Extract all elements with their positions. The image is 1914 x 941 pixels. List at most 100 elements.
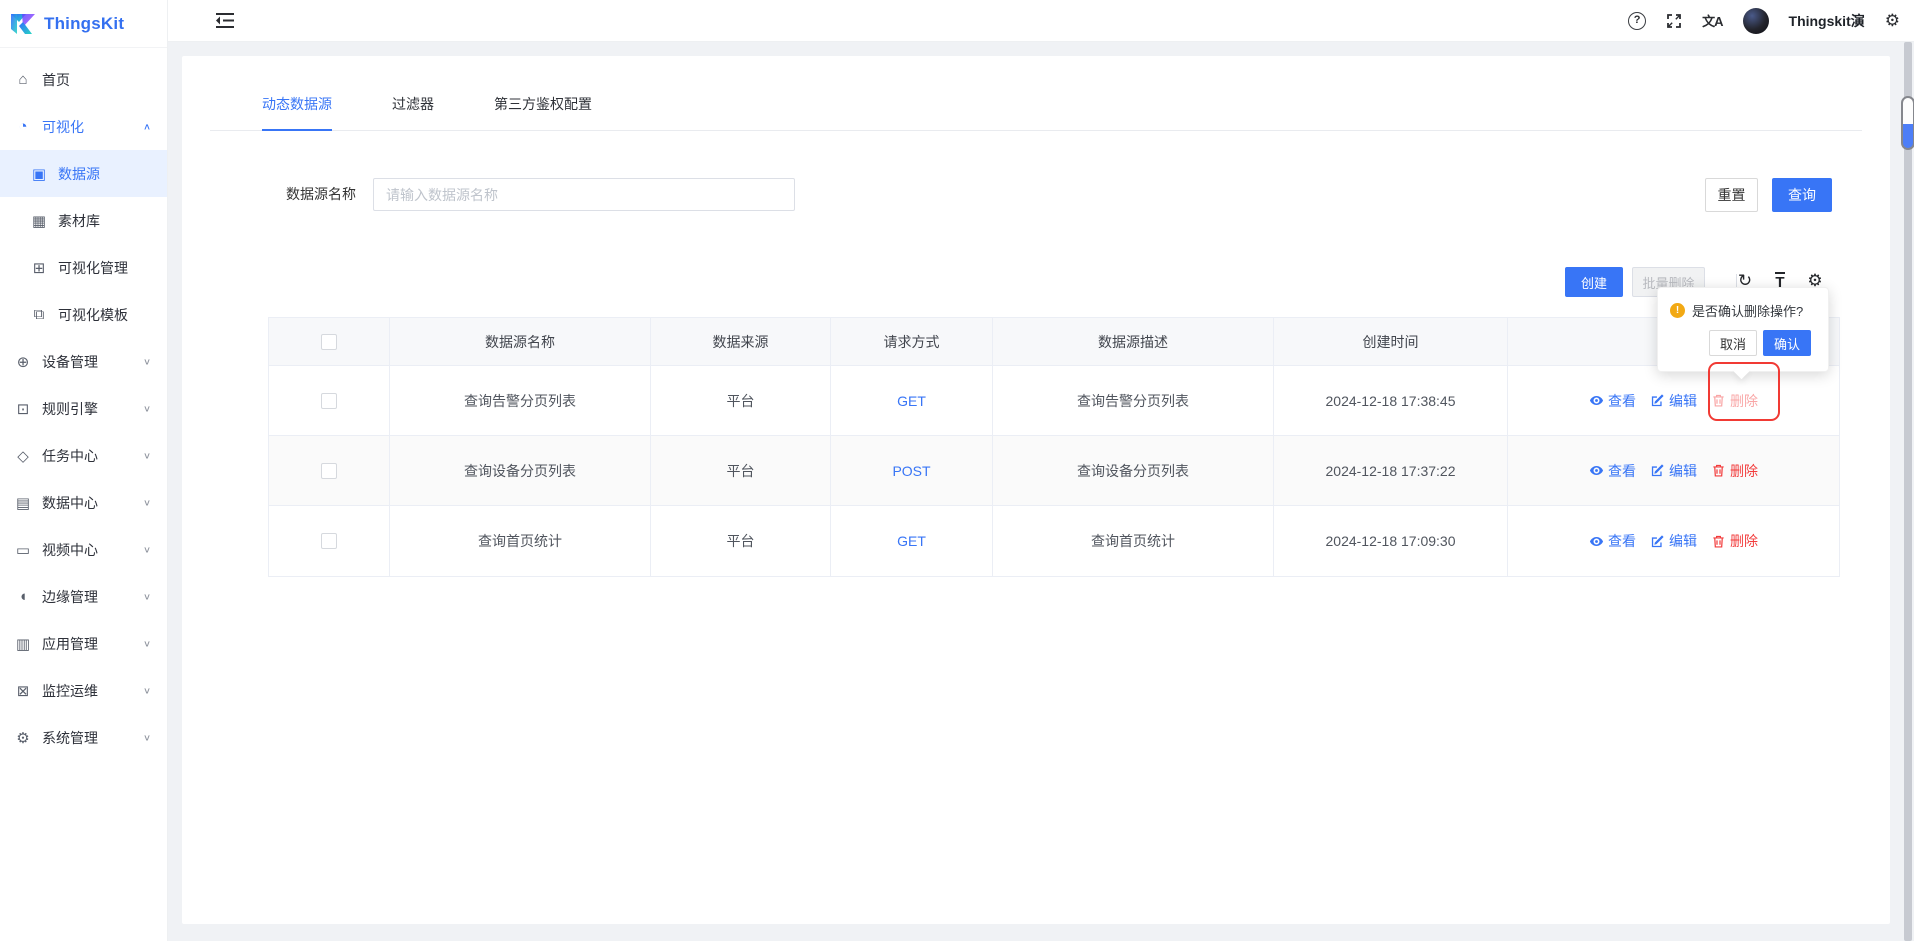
page-scrollbar-track[interactable] bbox=[1901, 42, 1914, 941]
sidebar-item-icon: ◖ bbox=[18, 588, 28, 605]
trash-icon bbox=[1711, 534, 1726, 549]
chevron-icon: ∧ bbox=[142, 122, 151, 132]
avatar[interactable] bbox=[1742, 7, 1769, 34]
sidebar-item[interactable]: ◇ 任务中心 ∨ bbox=[0, 432, 167, 479]
gear-icon[interactable]: ⚙ bbox=[1884, 11, 1900, 30]
sidebar-item-label: 视频中心 bbox=[42, 541, 98, 558]
sidebar-item[interactable]: ◔ 可视化 ∧ bbox=[0, 103, 167, 150]
chevron-icon: ∨ bbox=[142, 498, 151, 508]
trash-icon bbox=[1711, 463, 1726, 478]
column-header: 数据源名称 bbox=[390, 318, 651, 365]
confirm-button[interactable]: 确认 bbox=[1763, 330, 1812, 356]
app-logo[interactable]: ThingsKit bbox=[0, 0, 167, 48]
chevron-icon: ∨ bbox=[142, 357, 151, 367]
sidebar-item[interactable]: ▣ 数据源 bbox=[0, 150, 167, 197]
datasource-name-input[interactable] bbox=[373, 178, 795, 211]
row-checkbox-cell bbox=[269, 506, 390, 576]
view-link[interactable]: 查看 bbox=[1589, 531, 1636, 551]
select-all-checkbox[interactable] bbox=[321, 333, 337, 350]
translate-icon[interactable]: 文A bbox=[1702, 14, 1723, 29]
cell-datasource-name: 查询设备分页列表 bbox=[390, 436, 651, 505]
delete-link[interactable]: 删除 bbox=[1711, 531, 1758, 551]
tab[interactable]: 过滤器 bbox=[392, 96, 434, 112]
reset-button[interactable]: 重置 bbox=[1705, 178, 1758, 212]
username[interactable]: Thingskit演 bbox=[1788, 12, 1865, 29]
trash-icon bbox=[1711, 393, 1726, 408]
brand-name: ThingsKit bbox=[44, 13, 125, 33]
sidebar-item[interactable]: ▭ 视频中心 ∨ bbox=[0, 526, 167, 573]
cell-data-origin: 平台 bbox=[651, 436, 831, 505]
edit-icon bbox=[1650, 534, 1665, 549]
sidebar-item[interactable]: ⊕ 设备管理 ∨ bbox=[0, 338, 167, 385]
fullscreen-icon[interactable] bbox=[1666, 13, 1682, 29]
cell-request-method[interactable]: GET bbox=[831, 506, 993, 576]
create-button[interactable]: 创建 bbox=[1565, 267, 1623, 297]
cell-request-method[interactable]: GET bbox=[831, 366, 993, 435]
help-icon[interactable]: ? bbox=[1628, 11, 1647, 30]
view-link[interactable]: 查看 bbox=[1589, 391, 1636, 411]
cancel-button[interactable]: 取消 bbox=[1709, 330, 1758, 356]
sidebar-item-label: 可视化管理 bbox=[58, 259, 128, 276]
page-scrollbar-thumb[interactable] bbox=[1901, 96, 1914, 150]
sidebar-item-label: 可视化 bbox=[42, 118, 84, 135]
delete-link[interactable]: 删除 bbox=[1711, 461, 1758, 481]
topbar: ? 文A Thingskit演 ⚙ bbox=[168, 0, 1914, 42]
font-size-icon[interactable]: T bbox=[1775, 272, 1785, 291]
sidebar-item[interactable]: ▥ 应用管理 ∨ bbox=[0, 620, 167, 667]
refresh-icon[interactable]: ↻ bbox=[1737, 271, 1753, 290]
cell-actions: 查看 编辑 删除 bbox=[1508, 506, 1839, 576]
tab[interactable]: 第三方鉴权配置 bbox=[494, 96, 592, 112]
sidebar-item-label: 设备管理 bbox=[42, 353, 98, 370]
sidebar-item-icon: ⊕ bbox=[16, 353, 30, 371]
column-settings-icon[interactable]: ⚙ bbox=[1807, 271, 1823, 290]
chevron-icon: ∨ bbox=[142, 451, 151, 461]
sidebar-item-icon: ⌂ bbox=[18, 71, 28, 88]
row-checkbox[interactable] bbox=[321, 392, 337, 409]
cell-request-method[interactable]: POST bbox=[831, 436, 993, 505]
cell-description: 查询首页统计 bbox=[993, 506, 1274, 576]
row-checkbox[interactable] bbox=[321, 462, 337, 479]
table-row: 查询告警分页列表 平台 GET 查询告警分页列表 2024-12-18 17:3… bbox=[269, 366, 1839, 436]
warning-icon: ! bbox=[1670, 303, 1685, 318]
sidebar-item-label: 边缘管理 bbox=[42, 588, 98, 605]
delete-link[interactable]: 删除 bbox=[1711, 391, 1758, 411]
sidebar-item-icon: ▭ bbox=[15, 541, 31, 559]
chevron-icon: ∨ bbox=[142, 404, 151, 414]
cell-description: 查询告警分页列表 bbox=[993, 366, 1274, 435]
collapse-sidebar-icon[interactable] bbox=[216, 13, 234, 28]
sidebar-item[interactable]: ◖ 边缘管理 ∨ bbox=[0, 573, 167, 620]
edit-link[interactable]: 编辑 bbox=[1650, 531, 1697, 551]
sidebar-item[interactable]: ⚙ 系统管理 ∨ bbox=[0, 714, 167, 761]
datasource-table: 数据源名称 数据来源 请求方式 数据源描述 创建时间 查询告警分页列表 平台 G… bbox=[268, 317, 1840, 577]
sidebar-item-label: 可视化模板 bbox=[58, 306, 128, 323]
sidebar-item[interactable]: ▦ 素材库 bbox=[0, 197, 167, 244]
search-button[interactable]: 查询 bbox=[1772, 178, 1832, 212]
eye-icon bbox=[1589, 463, 1604, 478]
edit-icon bbox=[1650, 463, 1665, 478]
popconfirm-message: 是否确认删除操作? bbox=[1692, 304, 1804, 319]
sidebar-item[interactable]: ⧉ 可视化模板 bbox=[0, 291, 167, 338]
row-checkbox[interactable] bbox=[321, 533, 337, 549]
tab[interactable]: 动态数据源 bbox=[262, 94, 332, 131]
edit-link[interactable]: 编辑 bbox=[1650, 461, 1697, 481]
sidebar-item[interactable]: ⊞ 可视化管理 bbox=[0, 244, 167, 291]
sidebar-item[interactable]: ⊠ 监控运维 ∨ bbox=[0, 667, 167, 714]
cell-data-origin: 平台 bbox=[651, 506, 831, 576]
edit-icon bbox=[1650, 393, 1665, 408]
sidebar-item[interactable]: ⌂ 首页 bbox=[0, 56, 167, 103]
column-header: 数据来源 bbox=[651, 318, 831, 365]
sidebar-item[interactable]: ▤ 数据中心 ∨ bbox=[0, 479, 167, 526]
view-link[interactable]: 查看 bbox=[1589, 461, 1636, 481]
sidebar-item-label: 任务中心 bbox=[42, 447, 98, 464]
cell-actions: 查看 编辑 删除 bbox=[1508, 366, 1839, 435]
cell-actions: 查看 编辑 删除 bbox=[1508, 436, 1839, 505]
eye-icon bbox=[1589, 393, 1604, 408]
toolbar-divider bbox=[1736, 274, 1737, 290]
sidebar: ThingsKit ⌂ 首页 ◔ 可视化 ∧ ▣ 数据源 ▦ 素材库 ⊞ 可视化… bbox=[0, 0, 168, 941]
chevron-icon: ∨ bbox=[142, 545, 151, 555]
sidebar-item[interactable]: ⊡ 规则引擎 ∨ bbox=[0, 385, 167, 432]
sidebar-item-label: 素材库 bbox=[58, 212, 100, 229]
tabs-bar: 动态数据源 过滤器 第三方鉴权配置 bbox=[182, 94, 1890, 131]
delete-popconfirm: ! 是否确认删除操作? 取消 确认 bbox=[1657, 287, 1829, 380]
edit-link[interactable]: 编辑 bbox=[1650, 391, 1697, 411]
